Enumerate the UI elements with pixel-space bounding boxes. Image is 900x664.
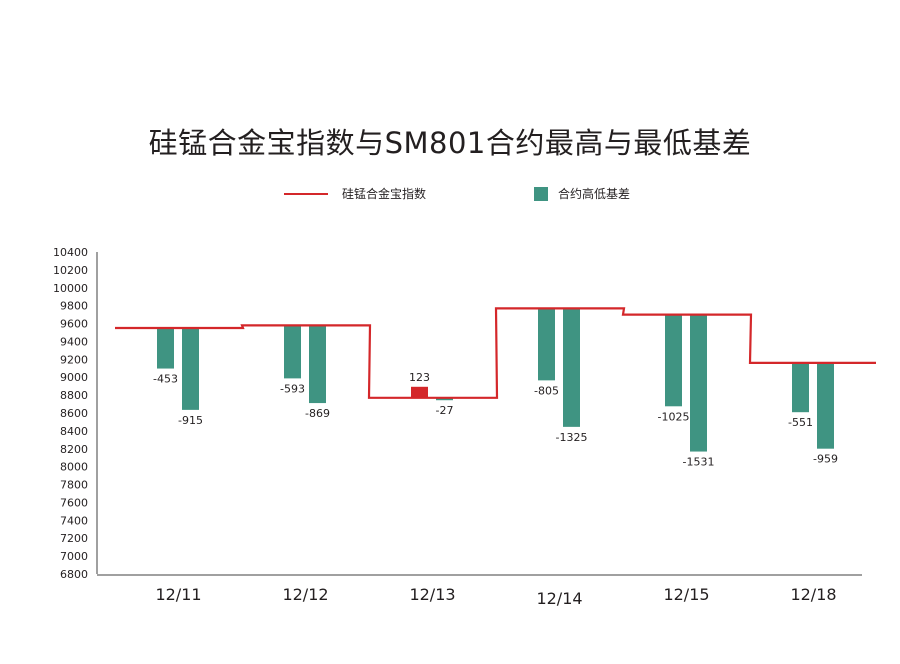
basis-bar [411,386,428,398]
legend-label-basis: 合约高低基差 [558,187,631,201]
basis-bar [284,325,301,379]
y-tick-label: 9200 [60,353,88,366]
y-tick-label: 7000 [60,550,88,563]
x-tick-label: 12/13 [409,585,455,604]
basis-bar [182,328,199,410]
index-step-line [115,307,876,399]
y-tick-label: 7600 [60,496,88,509]
x-axis: 12/11 12/12 12/13 12/14 12/15 12/18 [97,574,862,608]
bar-value-label: -1325 [556,431,588,444]
bar-value-label: -915 [178,414,203,427]
y-tick-label: 7200 [60,532,88,545]
legend-item-index: 硅锰合金宝指数 [284,185,426,202]
bar-value-label: -453 [153,373,178,386]
bar-value-label: -27 [436,404,454,417]
x-tick-label: 12/15 [663,585,709,604]
legend-bar-swatch [534,186,548,201]
y-tick-label: 7400 [60,514,88,527]
legend-label-index: 硅锰合金宝指数 [342,187,427,201]
x-tick-label: 12/18 [790,585,836,604]
bar-value-label: -959 [813,453,838,466]
bar-value-label: -805 [534,384,559,397]
y-axis: 6800 7000 7200 7400 7600 7800 8000 8200 8400 8600… [53,246,98,581]
basis-bar [792,362,809,413]
y-tick-label: 9800 [60,300,88,313]
basis-bar [538,308,555,381]
chart-title: 硅锰合金宝指数与SM801合约最高与最低基差 [148,126,752,160]
y-tick-label: 9600 [60,318,88,331]
x-tick-label: 12/14 [536,589,582,608]
y-tick-label: 9400 [60,335,88,348]
y-tick-label: 6800 [60,568,88,581]
legend-line-swatch [284,192,328,195]
y-tick-label: 8000 [60,461,88,474]
y-tick-label: 10400 [53,246,88,259]
bar-value-label: -1025 [658,410,690,423]
x-tick-label: 12/11 [155,585,201,604]
bars: -453 -915 -593-869 123 -27 -805 -1325 -1025 -153… [153,308,838,469]
basis-bar [817,362,834,449]
y-tick-label: 10200 [53,264,88,277]
y-tick-label: 8400 [60,425,88,438]
bar-value-label: -869 [305,407,330,420]
bar-value-label: -551 [788,416,813,429]
bar-value-label: 123 [409,371,430,384]
basis-bar [436,397,453,401]
basis-bar [690,314,707,452]
bar-value-label: -593 [280,382,305,395]
y-tick-label: 7800 [60,479,88,492]
basis-bar [665,314,682,407]
basis-bar [157,328,174,369]
y-tick-label: 8800 [60,389,88,402]
y-tick-label: 8200 [60,443,88,456]
legend-item-basis: 合约高低基差 [534,185,630,202]
legend: 硅锰合金宝指数 合约高低基差 [0,185,900,205]
basis-bar [309,325,326,404]
y-tick-label: 9000 [60,371,88,384]
y-tick-label: 10000 [53,282,88,295]
bar-value-label: -1531 [683,456,715,469]
basis-bar [563,308,580,427]
x-tick-label: 12/12 [282,585,328,604]
y-tick-label: 8600 [60,407,88,420]
index-line [115,307,876,399]
